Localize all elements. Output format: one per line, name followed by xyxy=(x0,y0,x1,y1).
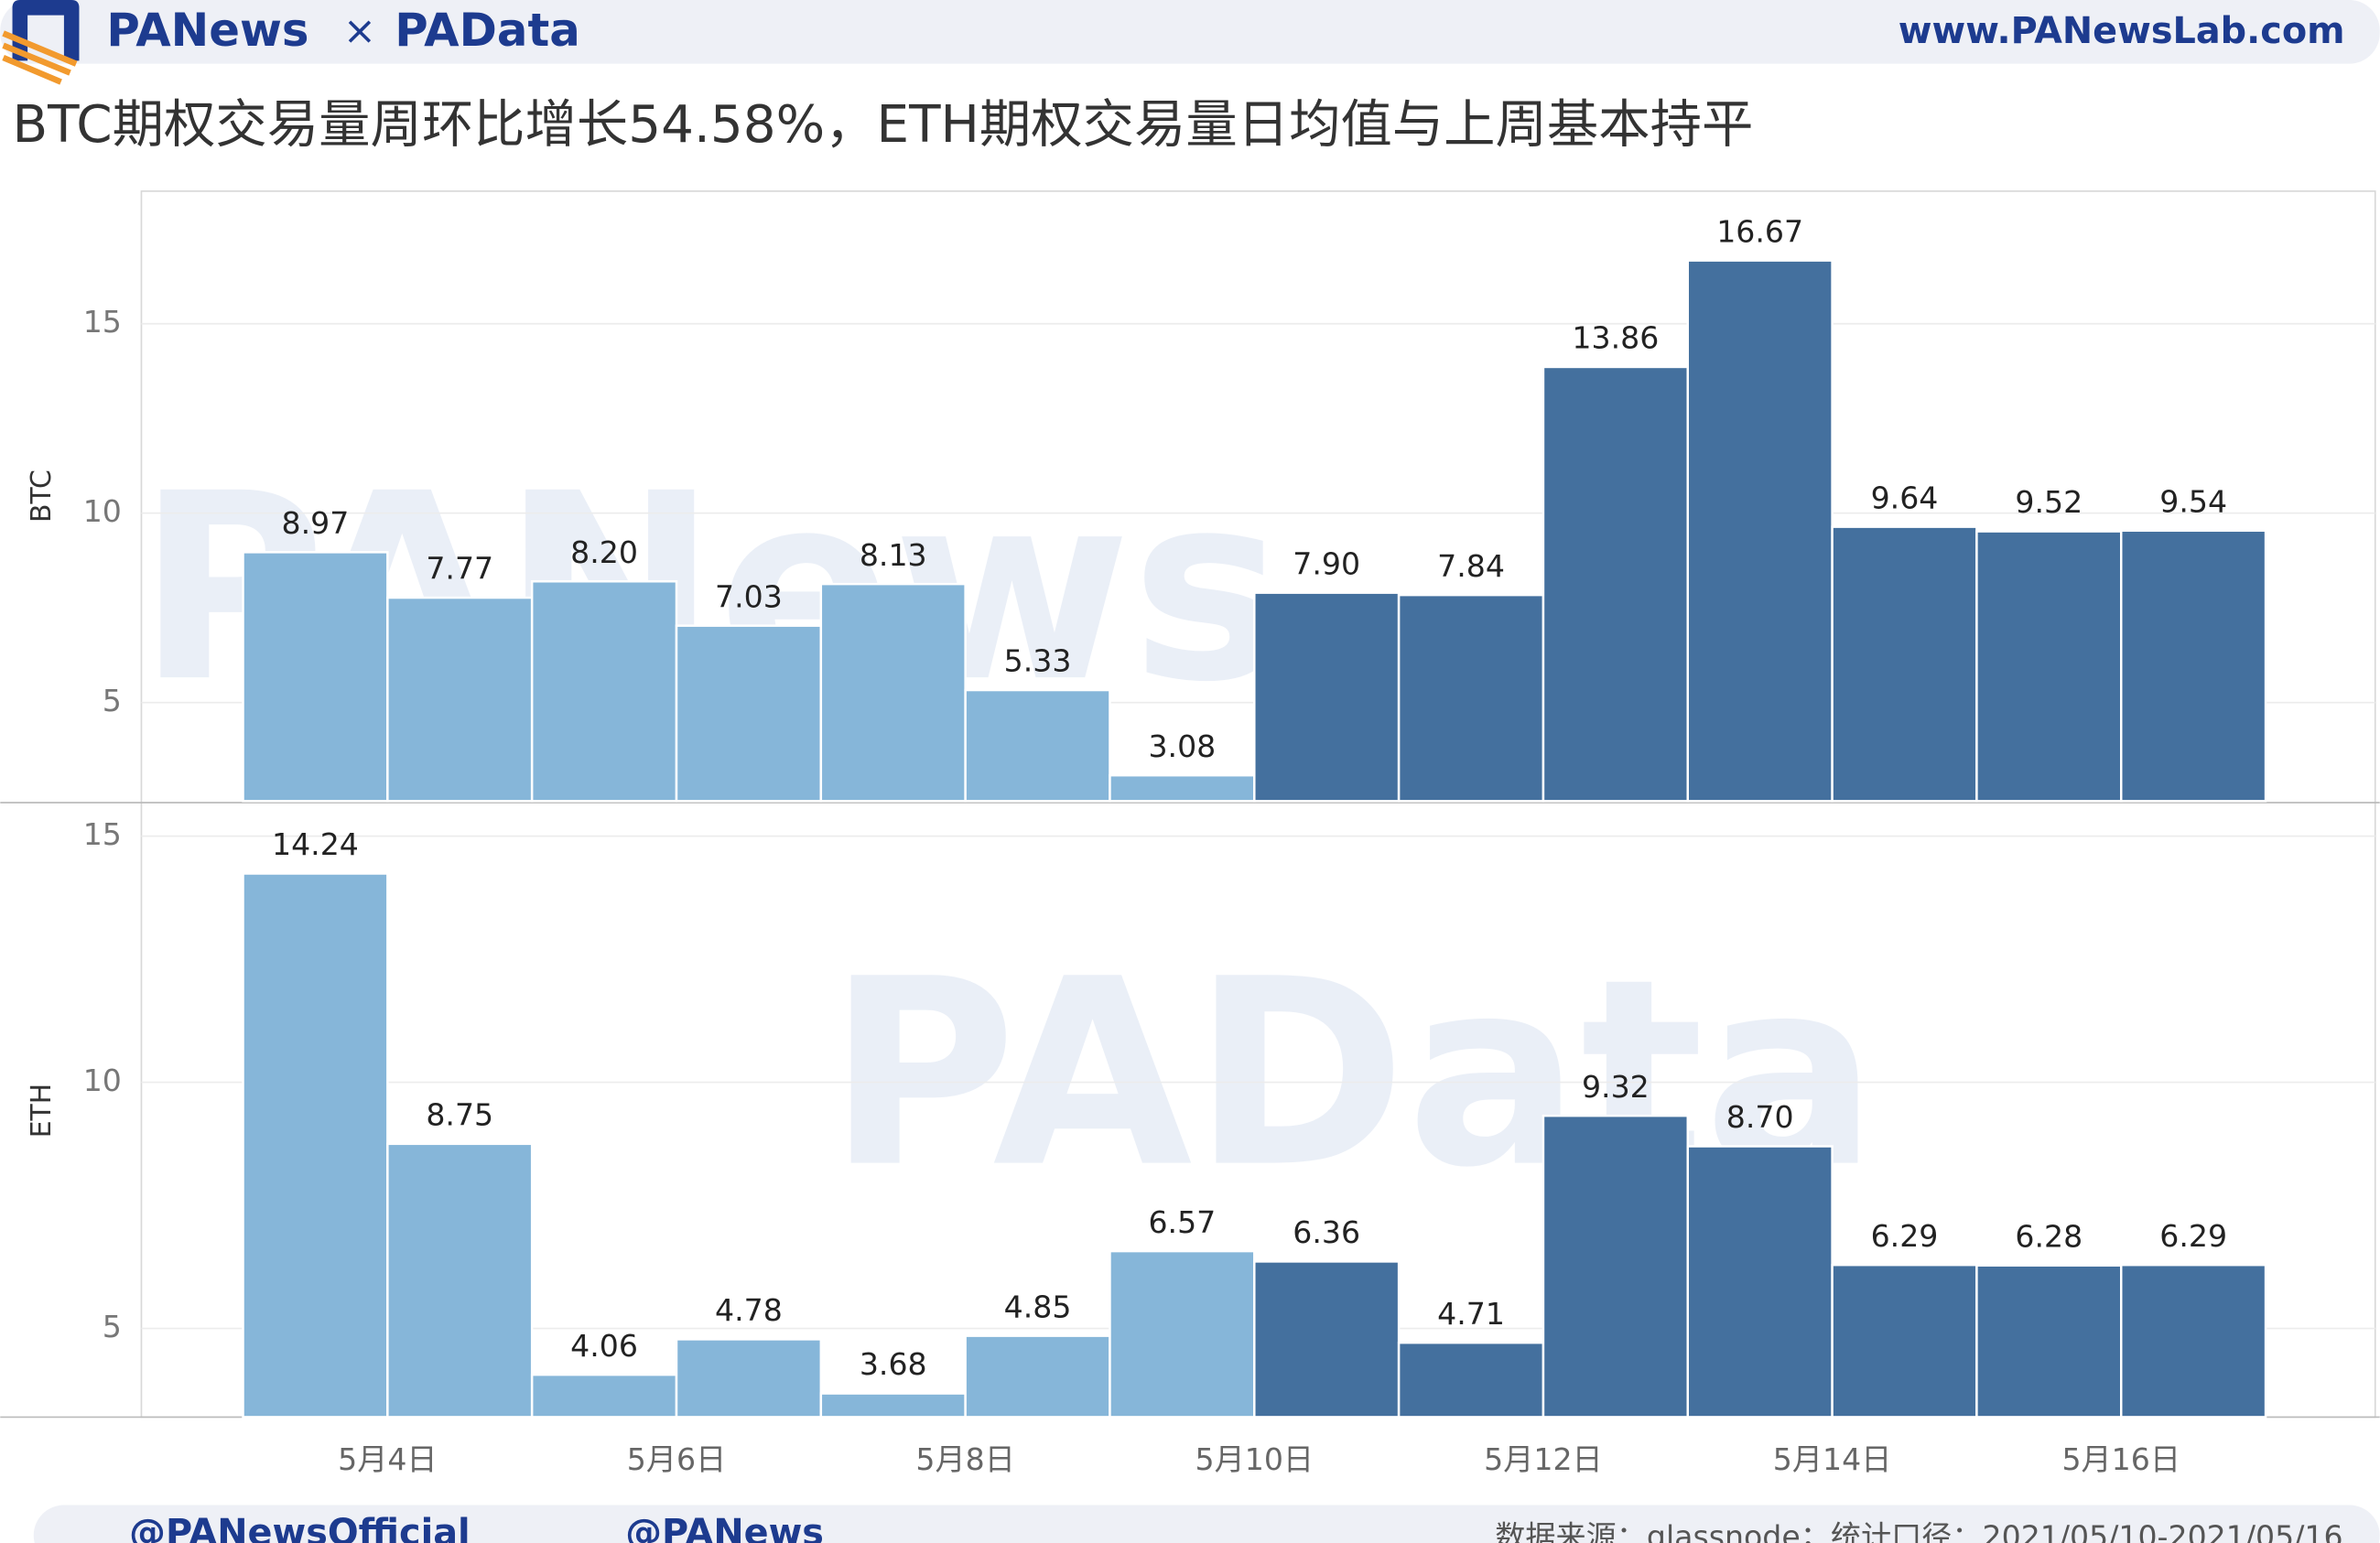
value-label: 14.24 xyxy=(272,826,359,862)
value-label: 3.68 xyxy=(860,1346,927,1382)
x-tick-label: 5月4日 xyxy=(338,1441,437,1477)
y-axis-label: ETH xyxy=(26,1084,58,1138)
value-label: 6.29 xyxy=(2159,1218,2227,1254)
footer-bar xyxy=(33,1505,2380,1543)
bar xyxy=(1831,1263,1978,1419)
bar xyxy=(1109,773,1256,803)
bar xyxy=(964,1334,1111,1419)
brand-times: × xyxy=(343,8,376,54)
value-label: 8.70 xyxy=(1726,1099,1794,1135)
bar xyxy=(242,551,389,803)
bar xyxy=(530,579,678,803)
x-tick-label: 5月6日 xyxy=(627,1441,726,1477)
value-label: 7.03 xyxy=(715,578,783,614)
value-label: 7.77 xyxy=(426,551,493,587)
value-label: 5.33 xyxy=(1004,643,1072,679)
y-tick-label: 5 xyxy=(103,1309,122,1344)
x-tick-label: 5月8日 xyxy=(915,1441,1014,1477)
bar xyxy=(1397,1341,1545,1419)
bar xyxy=(675,1338,823,1419)
bar xyxy=(1686,1145,1834,1419)
value-label: 8.13 xyxy=(860,537,927,573)
bar xyxy=(1253,591,1401,803)
bar xyxy=(819,582,967,803)
footer-source: 数据来源：glassnode；统计口径：2021/05/10-2021/05/1… xyxy=(1495,1519,2342,1543)
bar xyxy=(675,624,823,803)
value-label: 4.06 xyxy=(570,1328,638,1364)
value-label: 9.32 xyxy=(1582,1069,1650,1105)
value-label: 4.78 xyxy=(715,1292,783,1328)
bar xyxy=(964,688,1111,803)
y-tick-label: 10 xyxy=(83,493,122,529)
brand-left: PANews xyxy=(106,4,308,57)
value-label: 6.29 xyxy=(1871,1218,1939,1254)
bar xyxy=(1253,1260,1401,1419)
value-label: 9.54 xyxy=(2159,483,2227,519)
logo-stripes xyxy=(2,30,78,85)
value-label: 9.52 xyxy=(2015,484,2082,520)
value-label: 6.57 xyxy=(1148,1204,1216,1240)
logo xyxy=(12,0,80,61)
bar xyxy=(1542,1114,1690,1419)
bar xyxy=(819,1392,967,1419)
y-tick-label: 5 xyxy=(103,683,122,718)
value-label: 13.86 xyxy=(1572,320,1659,356)
bar xyxy=(1975,1264,2123,1419)
x-tick-label: 5月16日 xyxy=(2061,1441,2180,1477)
value-label: 8.75 xyxy=(426,1096,493,1132)
brand-right: PAData xyxy=(395,4,580,57)
value-label: 4.71 xyxy=(1437,1296,1505,1332)
value-label: 8.20 xyxy=(570,534,638,570)
bar xyxy=(1975,530,2123,803)
y-tick-label: 15 xyxy=(83,304,122,340)
value-label: 9.64 xyxy=(1871,480,1939,515)
footer-twitter: @PANewsOfficial xyxy=(129,1512,471,1543)
value-label: 16.67 xyxy=(1716,213,1803,249)
bar xyxy=(530,1373,678,1419)
bar xyxy=(2119,529,2267,803)
y-tick-label: 15 xyxy=(83,816,122,852)
header-bar xyxy=(0,0,2380,64)
value-label: 7.90 xyxy=(1293,545,1360,581)
y-tick-label: 10 xyxy=(83,1063,122,1098)
bar xyxy=(386,1142,534,1419)
y-axis-label: BTC xyxy=(26,469,58,523)
bar xyxy=(1109,1249,1256,1419)
bar xyxy=(1397,593,1545,803)
bar xyxy=(1831,525,1978,803)
value-label: 6.28 xyxy=(2015,1218,2082,1254)
value-label: 7.84 xyxy=(1437,548,1505,584)
x-tick-label: 5月14日 xyxy=(1773,1441,1892,1477)
x-tick-label: 5月12日 xyxy=(1484,1441,1603,1477)
value-label: 6.36 xyxy=(1293,1214,1360,1250)
bar xyxy=(1686,259,1834,803)
bar xyxy=(386,596,534,803)
site-url: www.PANewsLab.com xyxy=(1899,10,2345,52)
value-label: 8.97 xyxy=(282,505,350,541)
bar xyxy=(242,872,389,1419)
bar xyxy=(1542,365,1690,803)
value-label: 4.85 xyxy=(1004,1289,1072,1324)
chart-title: BTC期权交易量周环比增长54.58%，ETH期权交易量日均值与上周基本持平 xyxy=(13,95,1754,155)
value-label: 3.08 xyxy=(1148,728,1216,764)
x-tick-label: 5月10日 xyxy=(1195,1441,1314,1477)
bar xyxy=(2119,1263,2267,1419)
footer-weibo: @PANews xyxy=(625,1512,824,1543)
